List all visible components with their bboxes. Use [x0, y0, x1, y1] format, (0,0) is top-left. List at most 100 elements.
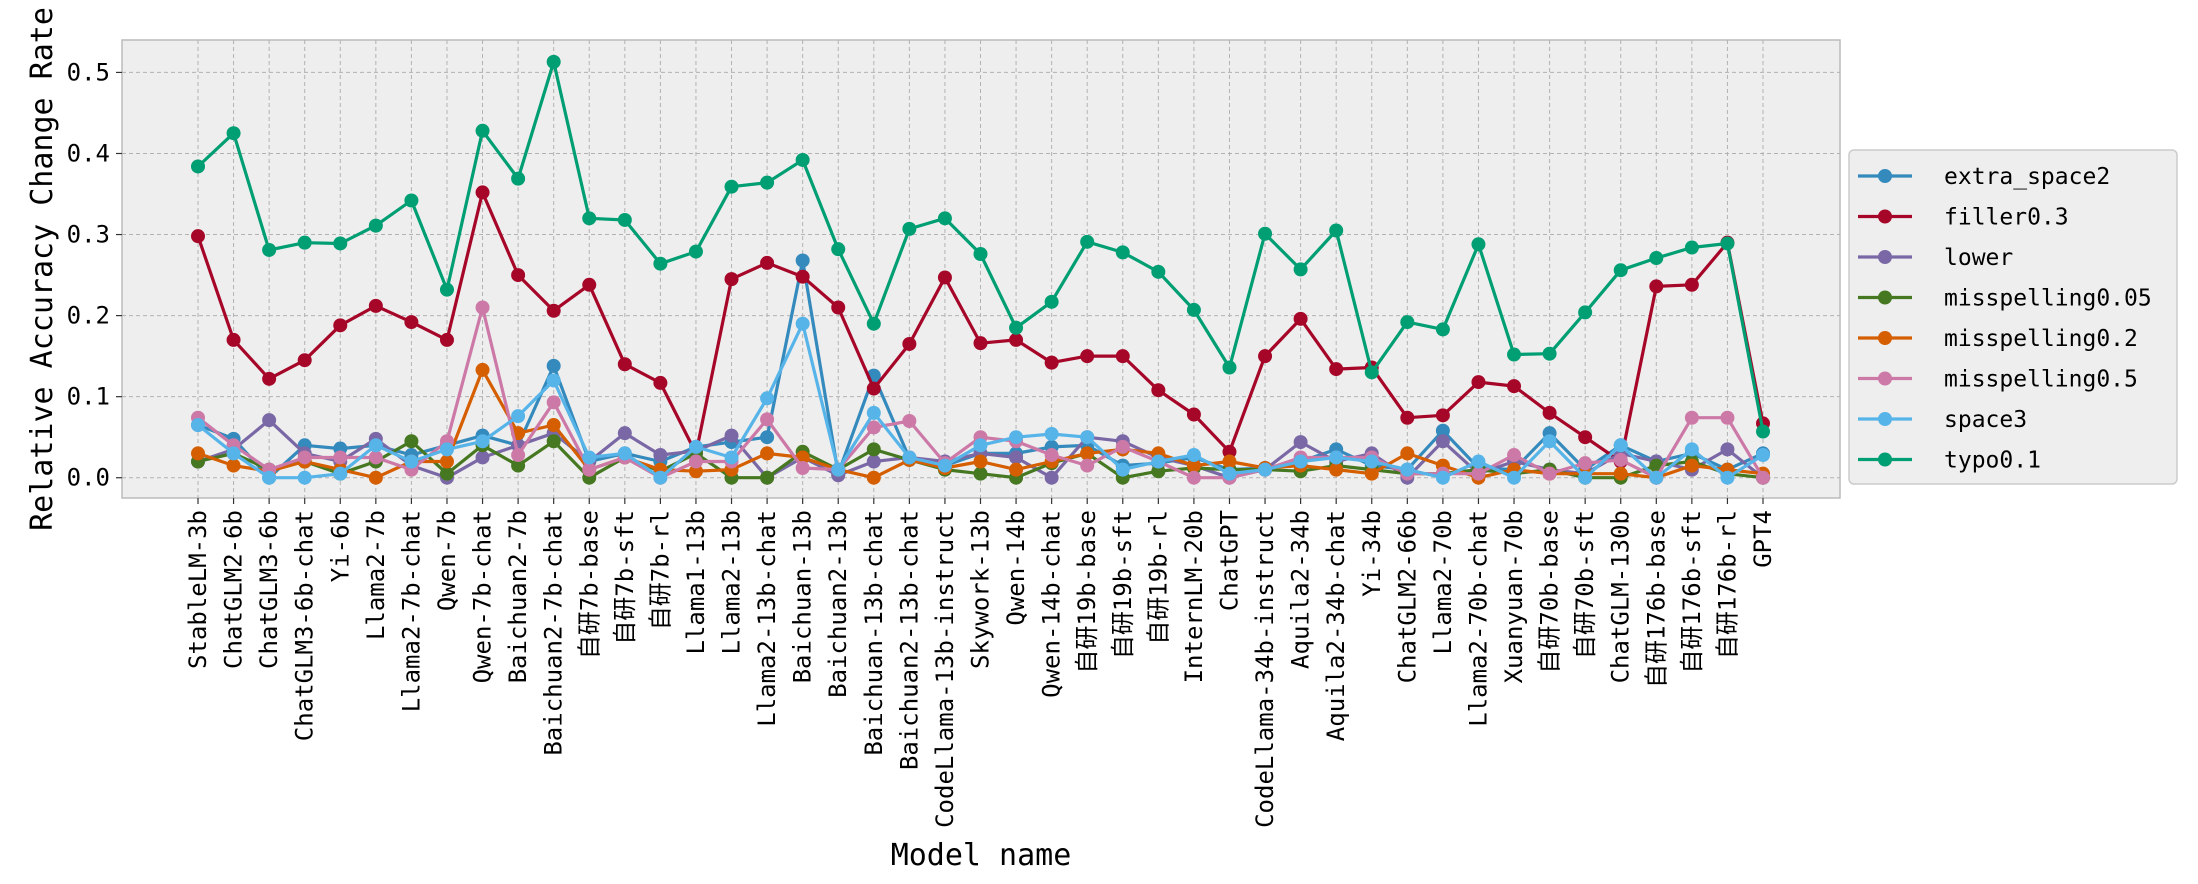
series-space3: [191, 316, 1770, 485]
data-point: [1329, 450, 1344, 465]
data-point: [1044, 426, 1059, 441]
data-point: [1400, 410, 1415, 425]
data-point: [1364, 454, 1379, 469]
data-point: [297, 235, 312, 250]
legend-label: typo0.1: [1944, 448, 2041, 474]
data-point: [1542, 466, 1557, 481]
legend-items: extra_space2 filler0.3 lower misspelling0.0…: [1858, 164, 2152, 474]
x-tick-label: Baichuan-13b: [789, 510, 817, 683]
data-point: [760, 412, 775, 427]
data-point: [582, 450, 597, 465]
data-point: [688, 244, 703, 259]
data-point: [1613, 438, 1628, 453]
data-point: [1471, 466, 1486, 481]
data-point: [1542, 346, 1557, 361]
data-point: [1329, 223, 1344, 238]
series-typo0.1: [191, 54, 1770, 439]
data-point: [1151, 454, 1166, 469]
data-point: [582, 211, 597, 226]
data-point: [1080, 349, 1095, 364]
data-point: [439, 466, 454, 481]
data-point: [902, 221, 917, 236]
legend-box: [1848, 149, 2178, 485]
data-point: [511, 448, 526, 463]
x-tick-label: Baichuan2-13b: [824, 510, 852, 698]
data-point: [973, 466, 988, 481]
x-tick-label: Baichuan-13b-chat: [860, 510, 888, 756]
data-point: [511, 268, 526, 283]
y-tick-label: 0.4: [67, 139, 110, 167]
x-tick-label: Llama1-13b: [682, 510, 710, 655]
data-point: [724, 179, 739, 194]
data-point: [333, 466, 348, 481]
data-point: [760, 255, 775, 270]
x-axis-ticks: StableLM-3b ChatGLM2-6b ChatGLM3-6b ChatGLM…: [184, 498, 1777, 828]
data-point: [1258, 226, 1273, 241]
legend-label: lower: [1944, 245, 2013, 271]
data-point: [1400, 462, 1415, 477]
legend-label: filler0.3: [1944, 205, 2069, 231]
data-point: [1649, 470, 1664, 485]
data-point: [1542, 405, 1557, 420]
data-point: [866, 454, 881, 469]
x-tick-label: 自研19b-sft: [1109, 510, 1137, 659]
data-point: [1222, 444, 1237, 459]
data-point: [1329, 362, 1344, 377]
data-point: [582, 462, 597, 477]
x-tick-label: GPT4: [1749, 510, 1777, 568]
data-point: [973, 438, 988, 453]
y-tick-label: 0.3: [67, 221, 110, 249]
legend-item-typo0.1: typo0.1: [1858, 448, 2041, 474]
x-tick-label: 自研7b-rl: [646, 510, 674, 630]
data-point: [1684, 277, 1699, 292]
data-point: [866, 316, 881, 331]
plot-area: [121, 39, 1841, 499]
data-point: [475, 362, 490, 377]
data-point: [795, 253, 810, 268]
data-point: [1613, 263, 1628, 278]
x-tick-label: ChatGLM2-6b: [220, 510, 248, 669]
data-point: [795, 152, 810, 167]
data-point: [1400, 446, 1415, 461]
data-point: [368, 470, 383, 485]
data-point: [866, 381, 881, 396]
data-point: [368, 438, 383, 453]
x-tick-label: ChatGLM2-66b: [1393, 510, 1421, 683]
x-tick-label: ChatGLM3-6b-chat: [291, 510, 319, 741]
data-point: [582, 277, 597, 292]
data-point: [439, 282, 454, 297]
data-point: [1542, 434, 1557, 449]
data-point: [1009, 450, 1024, 465]
x-tick-label: 自研70b-sft: [1571, 510, 1599, 659]
data-point: [404, 434, 419, 449]
data-point: [866, 420, 881, 435]
data-point: [1507, 470, 1522, 485]
data-point: [831, 300, 846, 315]
data-point: [333, 450, 348, 465]
legend-item-misspelling0.2: misspelling0.2: [1858, 326, 2138, 352]
data-point: [795, 461, 810, 476]
data-point: [297, 470, 312, 485]
x-tick-label: 自研19b-base: [1073, 510, 1101, 674]
data-point: [546, 395, 561, 410]
data-point: [1684, 442, 1699, 457]
data-point: [262, 242, 277, 257]
data-point: [760, 391, 775, 406]
data-point: [688, 454, 703, 469]
legend: extra_space2 filler0.3 lower misspelling0.0…: [1848, 149, 2178, 485]
data-point: [475, 300, 490, 315]
data-point: [902, 450, 917, 465]
data-point: [617, 446, 632, 461]
data-point: [937, 211, 952, 226]
data-point: [937, 270, 952, 285]
data-point: [1151, 464, 1166, 479]
legend-item-misspelling0.5: misspelling0.5: [1858, 367, 2138, 393]
y-tick-label: 0.5: [67, 58, 110, 86]
data-point: [1578, 456, 1593, 471]
legend-marker: [1878, 209, 1892, 224]
data-point: [1613, 466, 1628, 481]
data-point: [1578, 430, 1593, 445]
data-point: [1435, 423, 1450, 438]
x-tick-label: ChatGPT: [1215, 510, 1243, 611]
data-point: [973, 336, 988, 351]
